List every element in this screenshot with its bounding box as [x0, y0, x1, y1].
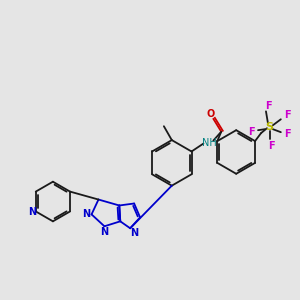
Text: N: N — [28, 207, 36, 218]
Text: N: N — [100, 227, 109, 237]
Text: N: N — [130, 228, 138, 238]
Text: S: S — [265, 122, 273, 132]
Text: F: F — [265, 101, 271, 111]
Text: F: F — [284, 110, 291, 120]
Text: O: O — [206, 109, 214, 119]
Text: N: N — [82, 209, 91, 219]
Text: F: F — [268, 141, 275, 151]
Text: F: F — [248, 127, 254, 137]
Text: NH: NH — [202, 138, 217, 148]
Text: F: F — [284, 129, 291, 139]
